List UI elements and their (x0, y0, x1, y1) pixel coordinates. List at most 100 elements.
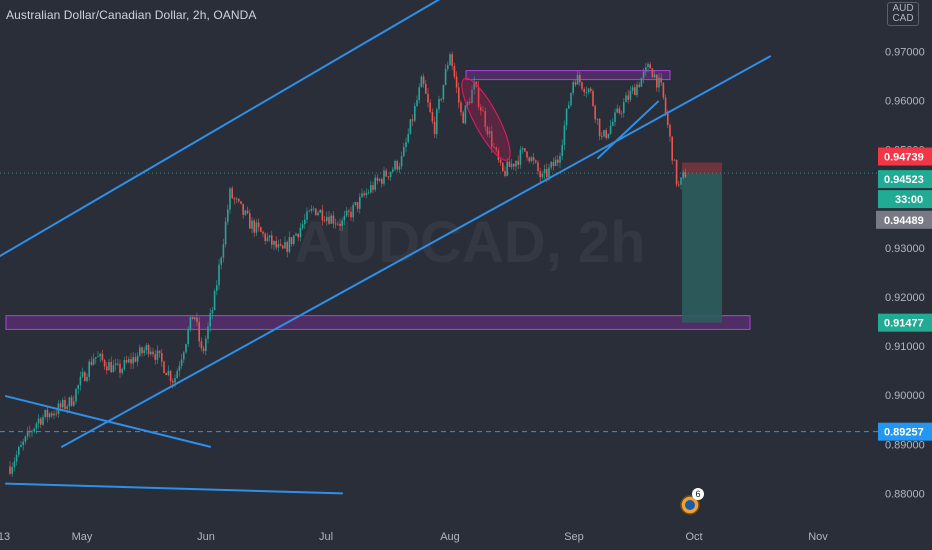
candle-286 (638, 84, 640, 87)
candle-204 (458, 87, 460, 103)
candle-36 (88, 361, 90, 377)
candles (9, 51, 687, 477)
candle-230 (515, 160, 517, 167)
candle-184 (414, 105, 416, 121)
candle-200 (449, 54, 451, 66)
y-tick-8: 0.89000 (885, 439, 925, 451)
candle-268 (598, 118, 601, 137)
candle-33 (81, 372, 84, 377)
candle-118 (268, 235, 271, 238)
candle-271 (605, 130, 607, 138)
candle-10 (31, 431, 33, 433)
candle-170 (383, 170, 385, 184)
candle-278 (620, 112, 623, 114)
y-tick-7: 0.90000 (885, 390, 925, 402)
candle-240 (537, 162, 539, 172)
x-tick-4: Aug (440, 531, 460, 543)
stop-loss-zone (682, 162, 722, 174)
candle-150 (339, 223, 341, 226)
candle-221 (495, 147, 497, 151)
candle-119 (271, 235, 273, 245)
candle-63 (147, 345, 150, 355)
candle-26 (66, 406, 68, 409)
candle-186 (418, 87, 420, 101)
candle-227 (508, 161, 511, 167)
plot-area (0, 0, 880, 495)
candle-61 (143, 350, 145, 354)
candle-3 (15, 454, 18, 462)
y-tick-5: 0.92000 (885, 292, 925, 304)
candle-122 (277, 244, 280, 248)
candle-112 (255, 222, 258, 233)
candle-164 (370, 185, 372, 193)
candle-291 (649, 64, 651, 69)
candle-274 (612, 121, 614, 126)
candle-66 (154, 354, 156, 360)
candle-303 (675, 159, 678, 185)
candle-152 (343, 215, 346, 221)
candle-171 (385, 170, 387, 177)
candle-162 (365, 192, 368, 196)
candle-124 (282, 245, 284, 249)
candle-258 (576, 74, 579, 85)
candle-284 (634, 87, 636, 96)
candle-87 (200, 341, 203, 349)
channel-lower-line (61, 55, 771, 448)
candle-253 (565, 108, 568, 126)
candle-114 (260, 227, 262, 232)
candle-232 (519, 149, 522, 165)
candle-15 (42, 416, 44, 425)
candle-71 (165, 372, 167, 376)
candle-137 (310, 208, 313, 211)
candle-51 (121, 368, 123, 373)
candle-45 (108, 361, 110, 371)
candle-266 (594, 105, 596, 120)
candle-41 (99, 353, 101, 357)
currency-label[interactable]: AUD CAD (887, 2, 919, 26)
candle-140 (317, 212, 319, 216)
candle-0 (9, 466, 11, 474)
candle-190 (427, 93, 429, 103)
candle-234 (524, 148, 526, 152)
currency-bottom: CAD (892, 13, 914, 24)
candle-56 (132, 357, 134, 364)
candle-237 (530, 157, 533, 162)
candle-296 (660, 77, 662, 83)
candle-188 (422, 76, 425, 85)
candle-220 (493, 147, 495, 148)
candle-275 (614, 112, 616, 122)
candle-241 (539, 171, 541, 178)
candle-169 (381, 179, 383, 184)
candle-265 (592, 91, 594, 106)
candle-235 (526, 151, 528, 158)
candle-250 (559, 155, 561, 163)
candle-116 (264, 233, 266, 242)
candle-154 (348, 210, 350, 212)
candle-27 (68, 397, 71, 407)
candle-306 (682, 172, 684, 178)
candle-193 (433, 121, 436, 135)
candle-238 (532, 157, 535, 161)
event-count-bubble (692, 488, 704, 500)
candle-244 (546, 168, 548, 178)
candle-211 (473, 81, 475, 90)
candle-189 (425, 84, 427, 94)
price-badge-countdown (878, 190, 932, 209)
candle-76 (176, 370, 178, 379)
candle-144 (326, 216, 328, 221)
candle-289 (645, 66, 647, 72)
candle-55 (130, 359, 132, 364)
candle-84 (194, 317, 196, 320)
candle-247 (552, 162, 555, 167)
candle-143 (323, 220, 326, 222)
candle-178 (400, 156, 403, 167)
candle-48 (114, 363, 117, 366)
candle-30 (75, 388, 77, 402)
candle-12 (35, 423, 38, 429)
candle-88 (202, 348, 205, 351)
candle-160 (361, 193, 363, 197)
candle-117 (266, 237, 269, 242)
candle-54 (128, 359, 130, 363)
